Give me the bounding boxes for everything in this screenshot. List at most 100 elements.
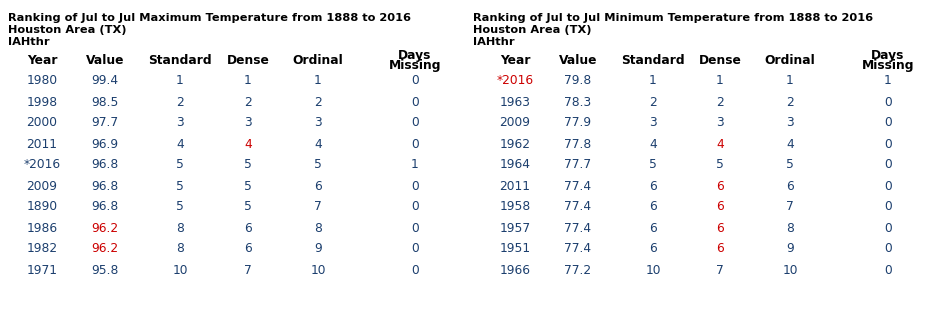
Text: 6: 6 <box>716 242 724 256</box>
Text: Value: Value <box>559 53 597 67</box>
Text: Standard: Standard <box>621 53 684 67</box>
Text: 1962: 1962 <box>499 137 530 151</box>
Text: 95.8: 95.8 <box>92 263 119 277</box>
Text: Dense: Dense <box>698 53 741 67</box>
Text: 1: 1 <box>716 74 724 88</box>
Text: 7: 7 <box>314 200 322 214</box>
Text: 6: 6 <box>786 179 794 193</box>
Text: 6: 6 <box>649 200 657 214</box>
Text: 6: 6 <box>244 242 252 256</box>
Text: Missing: Missing <box>389 59 441 72</box>
Text: 8: 8 <box>176 221 184 235</box>
Text: *2016: *2016 <box>23 158 61 172</box>
Text: 1957: 1957 <box>499 221 530 235</box>
Text: 96.2: 96.2 <box>92 242 119 256</box>
Text: 1: 1 <box>244 74 252 88</box>
Text: 3: 3 <box>716 116 724 130</box>
Text: 1: 1 <box>885 74 892 88</box>
Text: 0: 0 <box>411 200 419 214</box>
Text: 2: 2 <box>716 95 724 109</box>
Text: 5: 5 <box>244 179 252 193</box>
Text: Missing: Missing <box>862 59 914 72</box>
Text: 5: 5 <box>176 200 184 214</box>
Text: 5: 5 <box>314 158 322 172</box>
Text: 0: 0 <box>411 179 419 193</box>
Text: 96.8: 96.8 <box>92 179 119 193</box>
Text: 77.4: 77.4 <box>565 242 592 256</box>
Text: 6: 6 <box>649 179 657 193</box>
Text: IAHthr: IAHthr <box>8 37 50 47</box>
Text: 2009: 2009 <box>499 116 530 130</box>
Text: 77.4: 77.4 <box>565 179 592 193</box>
Text: Dense: Dense <box>226 53 269 67</box>
Text: 1: 1 <box>411 158 419 172</box>
Text: 96.2: 96.2 <box>92 221 119 235</box>
Text: 10: 10 <box>172 263 188 277</box>
Text: 6: 6 <box>716 179 724 193</box>
Text: 0: 0 <box>885 137 892 151</box>
Text: 2011: 2011 <box>26 137 57 151</box>
Text: 0: 0 <box>885 116 892 130</box>
Text: 1966: 1966 <box>499 263 530 277</box>
Text: Value: Value <box>86 53 124 67</box>
Text: 10: 10 <box>783 263 798 277</box>
Text: 7: 7 <box>786 200 794 214</box>
Text: 6: 6 <box>716 221 724 235</box>
Text: 96.9: 96.9 <box>92 137 119 151</box>
Text: 0: 0 <box>411 116 419 130</box>
Text: *2016: *2016 <box>496 74 534 88</box>
Text: 1958: 1958 <box>499 200 531 214</box>
Text: 2009: 2009 <box>26 179 57 193</box>
Text: 9: 9 <box>786 242 794 256</box>
Text: 0: 0 <box>411 242 419 256</box>
Text: 77.7: 77.7 <box>565 158 592 172</box>
Text: 77.2: 77.2 <box>565 263 592 277</box>
Text: 0: 0 <box>885 221 892 235</box>
Text: 0: 0 <box>885 242 892 256</box>
Text: 77.9: 77.9 <box>565 116 592 130</box>
Text: 3: 3 <box>786 116 794 130</box>
Text: 0: 0 <box>885 179 892 193</box>
Text: 96.8: 96.8 <box>92 200 119 214</box>
Text: 8: 8 <box>176 242 184 256</box>
Text: 6: 6 <box>649 221 657 235</box>
Text: 5: 5 <box>649 158 657 172</box>
Text: 1: 1 <box>314 74 322 88</box>
Text: Days: Days <box>871 49 905 62</box>
Text: 98.5: 98.5 <box>92 95 119 109</box>
Text: Houston Area (TX): Houston Area (TX) <box>473 25 592 35</box>
Text: 0: 0 <box>411 263 419 277</box>
Text: 6: 6 <box>244 221 252 235</box>
Text: 2: 2 <box>176 95 184 109</box>
Text: 2011: 2011 <box>499 179 530 193</box>
Text: Houston Area (TX): Houston Area (TX) <box>8 25 126 35</box>
Text: 1964: 1964 <box>499 158 530 172</box>
Text: Ordinal: Ordinal <box>293 53 343 67</box>
Text: 2000: 2000 <box>26 116 57 130</box>
Text: 2: 2 <box>786 95 794 109</box>
Text: 4: 4 <box>314 137 322 151</box>
Text: 0: 0 <box>411 221 419 235</box>
Text: 3: 3 <box>244 116 252 130</box>
Text: 79.8: 79.8 <box>565 74 592 88</box>
Text: 10: 10 <box>310 263 325 277</box>
Text: 4: 4 <box>786 137 794 151</box>
Text: 9: 9 <box>314 242 322 256</box>
Text: 1890: 1890 <box>26 200 58 214</box>
Text: 5: 5 <box>176 158 184 172</box>
Text: 1: 1 <box>649 74 657 88</box>
Text: 7: 7 <box>244 263 252 277</box>
Text: 6: 6 <box>716 200 724 214</box>
Text: 5: 5 <box>176 179 184 193</box>
Text: 1: 1 <box>176 74 184 88</box>
Text: 4: 4 <box>244 137 252 151</box>
Text: 2: 2 <box>314 95 322 109</box>
Text: 4: 4 <box>716 137 724 151</box>
Text: 5: 5 <box>244 200 252 214</box>
Text: 78.3: 78.3 <box>565 95 592 109</box>
Text: 77.4: 77.4 <box>565 200 592 214</box>
Text: 77.4: 77.4 <box>565 221 592 235</box>
Text: 3: 3 <box>314 116 322 130</box>
Text: 0: 0 <box>411 95 419 109</box>
Text: 5: 5 <box>786 158 794 172</box>
